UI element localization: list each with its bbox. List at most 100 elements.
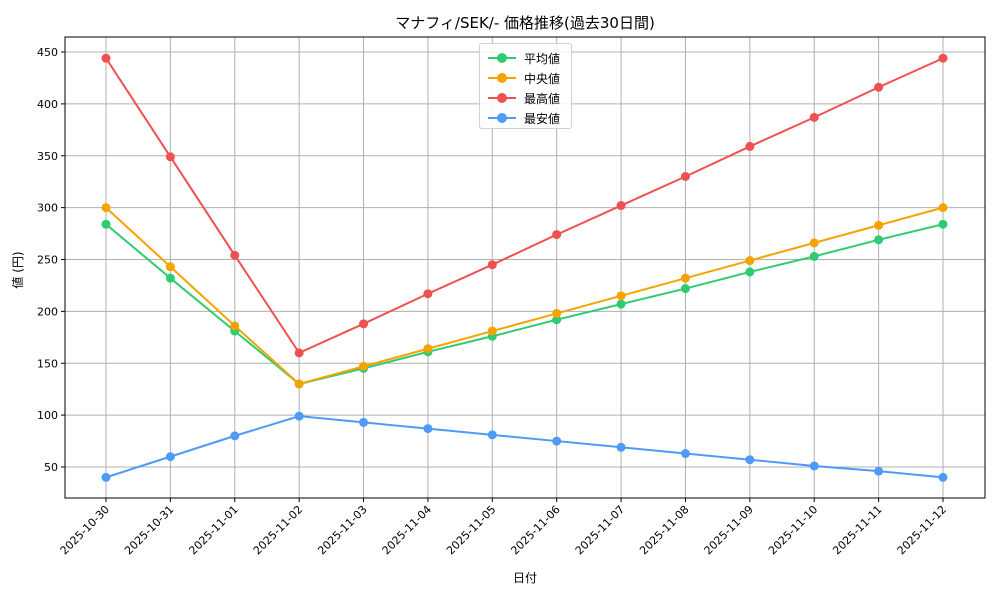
x-tick-label: 2025-11-07 xyxy=(573,503,627,557)
data-point xyxy=(874,82,884,92)
x-tick-label: 2025-10-30 xyxy=(58,503,112,557)
data-point xyxy=(101,53,111,63)
legend-marker-icon xyxy=(497,53,507,63)
data-point xyxy=(165,262,175,272)
legend-item: 最安値 xyxy=(480,108,571,128)
data-point xyxy=(745,267,755,277)
x-tick-label: 2025-11-05 xyxy=(444,503,498,557)
y-tick-label: 250 xyxy=(37,254,58,267)
data-point xyxy=(809,112,819,122)
data-point xyxy=(423,344,433,354)
chart-title: マナフィ/SEK/- 価格推移(過去30日間) xyxy=(395,14,655,32)
data-point xyxy=(874,235,884,245)
data-point xyxy=(680,449,690,459)
x-tick-label: 2025-11-06 xyxy=(508,503,562,557)
series-最安値 xyxy=(101,411,948,482)
data-point xyxy=(680,172,690,181)
y-tick-label: 150 xyxy=(37,357,58,370)
legend-marker-icon xyxy=(497,73,507,83)
y-tick-label: 450 xyxy=(37,46,58,59)
data-point xyxy=(294,411,304,421)
data-point xyxy=(938,219,948,229)
x-tick-label: 2025-11-12 xyxy=(895,503,949,557)
x-tick-label: 2025-11-09 xyxy=(702,503,756,557)
y-tick-label: 200 xyxy=(37,305,58,318)
data-point xyxy=(487,326,497,336)
data-point xyxy=(165,452,175,462)
data-point xyxy=(359,361,369,371)
series-中央値 xyxy=(101,203,948,389)
data-point xyxy=(101,472,111,482)
series-line xyxy=(105,223,944,386)
data-point xyxy=(230,431,240,441)
data-point xyxy=(165,152,175,162)
data-point xyxy=(101,203,111,213)
data-point xyxy=(230,321,240,331)
data-point xyxy=(487,260,497,270)
legend-item: 平均値 xyxy=(480,48,571,68)
data-point xyxy=(938,53,948,63)
data-point xyxy=(745,455,755,465)
x-tick-label: 2025-11-11 xyxy=(830,503,884,557)
legend-label: 平均値 xyxy=(524,52,561,66)
data-point xyxy=(552,436,562,446)
legend-marker-icon xyxy=(497,113,507,123)
data-point xyxy=(423,424,433,434)
data-point xyxy=(874,466,884,476)
data-point xyxy=(165,273,175,283)
series-平均値 xyxy=(101,219,948,389)
series-最高値 xyxy=(101,53,948,358)
x-tick-label: 2025-11-10 xyxy=(766,503,820,557)
data-point xyxy=(359,417,369,427)
data-point xyxy=(616,442,626,452)
data-point xyxy=(616,201,626,211)
x-tick-label: 2025-10-31 xyxy=(122,503,176,557)
data-point xyxy=(809,251,819,261)
data-point xyxy=(552,230,562,240)
data-point xyxy=(809,238,819,248)
legend-label: 中央値 xyxy=(524,72,561,86)
y-tick-label: 400 xyxy=(37,98,58,111)
x-tick-label: 2025-11-02 xyxy=(251,503,305,557)
data-point xyxy=(680,284,690,294)
y-tick-label: 350 xyxy=(37,150,58,163)
y-axis: 50 100 150 200 250 300 350 400 450 xyxy=(37,46,65,474)
y-tick-label: 50 xyxy=(44,461,58,474)
series-layer xyxy=(101,53,948,482)
data-point xyxy=(423,289,433,299)
y-tick-label: 100 xyxy=(37,409,58,422)
data-point xyxy=(487,430,497,440)
legend-item: 最高値 xyxy=(480,88,571,108)
data-point xyxy=(874,220,884,230)
y-axis-label: 値 (円) xyxy=(10,251,25,288)
plot-frame xyxy=(64,36,986,499)
x-tick-label: 2025-11-03 xyxy=(315,503,369,557)
data-point xyxy=(680,273,690,283)
data-point xyxy=(616,299,626,309)
legend-item: 中央値 xyxy=(480,68,571,88)
x-axis: 2025-10-30 2025-10-31 2025-11-01 2025-11-02… xyxy=(58,498,949,557)
series-line xyxy=(105,57,944,355)
y-tick-label: 300 xyxy=(37,202,58,215)
data-point xyxy=(552,315,562,325)
data-point xyxy=(294,379,304,389)
data-point xyxy=(745,256,755,266)
data-point xyxy=(616,291,626,301)
legend: 平均値中央値最高値最安値 xyxy=(479,43,572,129)
x-tick-label: 2025-11-04 xyxy=(380,503,434,557)
legend-label: 最安値 xyxy=(524,112,561,126)
data-point xyxy=(294,348,304,358)
series-line xyxy=(105,415,944,479)
data-point xyxy=(938,203,948,213)
data-point xyxy=(359,319,369,329)
data-point xyxy=(809,461,819,471)
data-point xyxy=(552,308,562,318)
x-tick-label: 2025-11-01 xyxy=(186,503,240,557)
legend-marker-icon xyxy=(497,93,507,103)
data-point xyxy=(101,219,111,229)
data-point xyxy=(230,250,240,260)
x-tick-label: 2025-11-08 xyxy=(637,503,691,557)
data-point xyxy=(938,472,948,482)
